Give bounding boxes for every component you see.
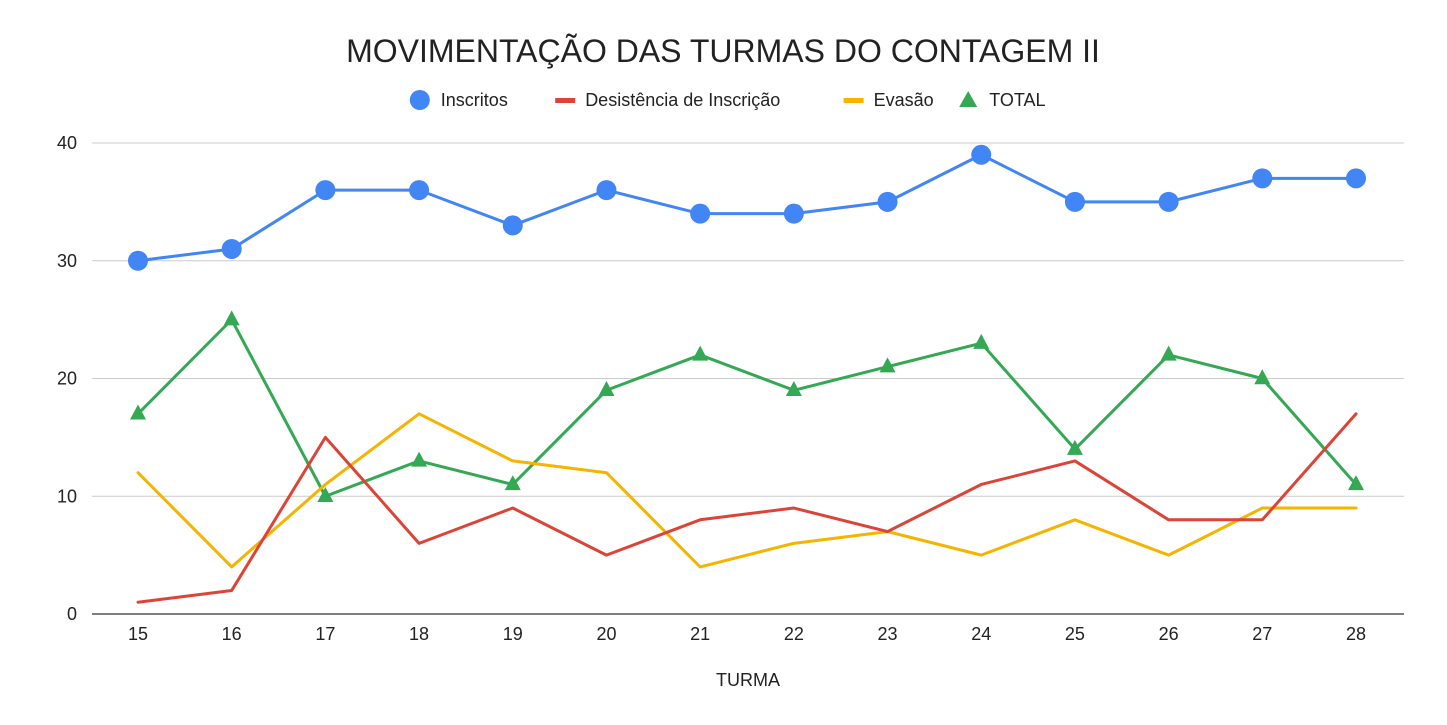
data-point-total — [317, 486, 334, 502]
data-point-inscritos — [128, 250, 148, 271]
data-point-inscritos — [596, 180, 617, 201]
legend-label-inscritos: Inscritos — [441, 90, 508, 110]
data-point-total — [973, 333, 990, 349]
data-point-inscritos — [315, 180, 336, 201]
data-point-inscritos — [221, 238, 242, 259]
x-tick-label: 21 — [690, 624, 710, 644]
data-point-inscritos — [502, 215, 523, 236]
data-point-inscritos — [971, 144, 992, 165]
x-tick-label: 27 — [1252, 624, 1272, 644]
x-tick-label: 18 — [409, 624, 429, 644]
x-axis-title: TURMA — [716, 670, 780, 690]
data-point-total — [1348, 475, 1364, 491]
x-tick-label: 16 — [222, 624, 242, 644]
data-point-inscritos — [877, 191, 898, 212]
data-point-inscritos — [1064, 191, 1085, 212]
legend-label-evasao: Evasão — [874, 90, 934, 110]
x-tick-label: 19 — [503, 624, 523, 644]
data-point-inscritos — [409, 180, 430, 201]
legend-swatch-total — [959, 91, 978, 107]
y-tick-label: 20 — [57, 369, 77, 389]
data-point-total — [1066, 439, 1083, 455]
y-tick-label: 30 — [57, 251, 77, 271]
series-lines — [136, 153, 1358, 604]
x-tick-label: 20 — [596, 624, 616, 644]
legend: Inscritos Desistência de Inscrição Evasão T… — [409, 90, 1046, 110]
data-point-total — [411, 451, 428, 467]
data-point-total — [1160, 345, 1177, 361]
data-point-total — [692, 345, 709, 361]
x-tick-label: 26 — [1159, 624, 1179, 644]
legend-label-desistencia-de-inscricao: Desistência de Inscrição — [585, 90, 780, 110]
x-tick-label: 25 — [1065, 624, 1085, 644]
series-line-inscritos — [136, 153, 1358, 263]
data-point-inscritos — [1346, 168, 1366, 189]
data-point-total — [879, 357, 896, 373]
data-point-inscritos — [1252, 168, 1273, 189]
legend-swatch-evasao — [843, 98, 864, 103]
data-point-inscritos — [1158, 191, 1179, 212]
legend-swatch-inscritos — [409, 90, 430, 110]
legend-label-total: TOTAL — [989, 90, 1045, 110]
x-tick-label: 15 — [128, 624, 148, 644]
x-axis-ticks: 15 16 17 18 19 20 21 22 23 24 25 26 27 28 — [128, 624, 1366, 644]
legend-swatch-desistencia-de-inscricao — [555, 98, 576, 103]
data-point-total — [223, 310, 240, 326]
data-point-total — [130, 404, 146, 420]
data-point-inscritos — [783, 203, 804, 224]
data-point-inscritos — [690, 203, 711, 224]
x-tick-label: 28 — [1346, 624, 1366, 644]
y-axis-ticks: 0 10 20 30 40 — [57, 133, 77, 624]
data-point-total — [1254, 369, 1271, 385]
x-tick-label: 24 — [971, 624, 991, 644]
y-tick-label: 10 — [57, 486, 77, 506]
series-markers — [128, 144, 1366, 502]
series-line-total — [136, 318, 1358, 498]
x-tick-label: 22 — [784, 624, 804, 644]
series-line-evasao — [136, 412, 1358, 569]
y-tick-label: 0 — [67, 604, 77, 624]
data-point-total — [504, 475, 521, 491]
y-tick-label: 40 — [57, 133, 77, 153]
chart-title: MOVIMENTAÇÃO DAS TURMAS DO CONTAGEM II — [346, 33, 1100, 69]
x-tick-label: 23 — [878, 624, 898, 644]
data-point-total — [785, 380, 802, 396]
data-point-total — [598, 380, 615, 396]
series-line-desistencia-de-inscricao — [136, 412, 1358, 604]
x-tick-label: 17 — [315, 624, 335, 644]
